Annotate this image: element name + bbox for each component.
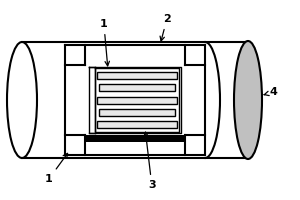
Text: 3: 3 <box>144 132 156 190</box>
Bar <box>97 121 177 128</box>
Text: 4: 4 <box>264 87 278 97</box>
Bar <box>97 72 177 79</box>
Text: 1: 1 <box>45 153 68 184</box>
Bar <box>99 84 175 91</box>
Bar <box>97 97 177 104</box>
Text: 2: 2 <box>160 14 171 41</box>
Bar <box>99 109 175 116</box>
Bar <box>85 135 185 142</box>
Bar <box>65 45 205 155</box>
Ellipse shape <box>234 41 262 159</box>
Text: 1: 1 <box>100 19 110 66</box>
